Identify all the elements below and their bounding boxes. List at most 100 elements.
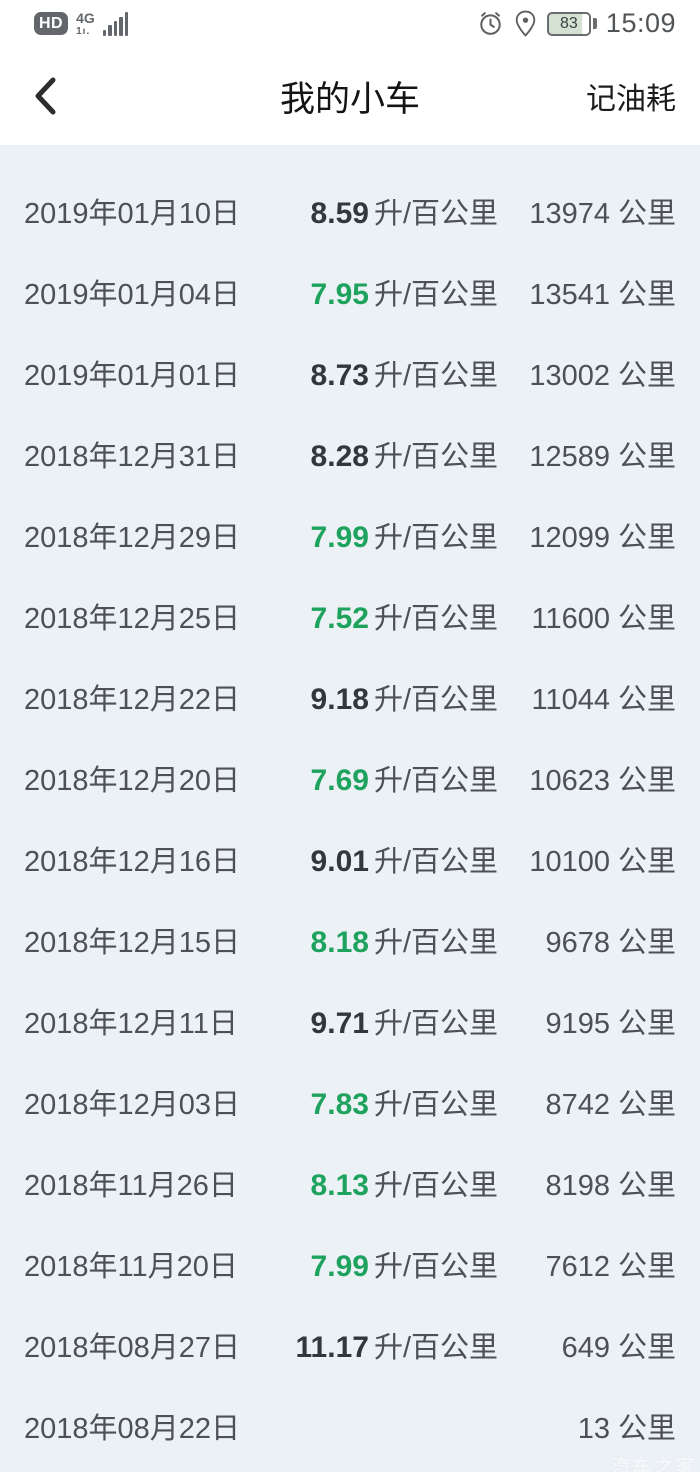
record-date: 2018年12月03日 — [24, 1088, 241, 1121]
odometer-unit: 公里 — [617, 602, 676, 635]
fuel-record-row[interactable]: 2018年12月22日 9.18 升/百公里 11044 公里 — [0, 656, 700, 737]
record-consumption: 7.95 升/百公里 — [250, 271, 498, 313]
consumption-unit: 升/百公里 — [373, 1088, 498, 1121]
record-odometer: 13974 公里 — [498, 190, 676, 232]
consumption-value: 7.99 — [310, 520, 369, 554]
record-consumption: 8.73 升/百公里 — [250, 352, 498, 394]
record-date: 2018年12月16日 — [24, 845, 241, 878]
battery-icon: 83 — [546, 11, 597, 36]
record-odometer: 8742 公里 — [498, 1081, 676, 1123]
sim-indicator: 1ı. — [76, 25, 91, 37]
record-consumption: 7.99 升/百公里 — [250, 1243, 498, 1285]
record-consumption: 7.52 升/百公里 — [250, 595, 498, 637]
consumption-value: 8.28 — [310, 439, 369, 473]
odometer-value: 13974 — [529, 197, 610, 230]
odometer-value: 10100 — [529, 845, 610, 878]
odometer-value: 9195 — [545, 1007, 610, 1040]
consumption-value: 7.99 — [310, 1249, 369, 1283]
consumption-unit: 升/百公里 — [373, 521, 498, 554]
record-date: 2018年12月11日 — [24, 1007, 238, 1040]
consumption-unit: 升/百公里 — [373, 1169, 498, 1202]
record-odometer: 11600 公里 — [498, 595, 676, 637]
fuel-record-row[interactable]: 2018年12月31日 8.28 升/百公里 12589 公里 — [0, 413, 700, 494]
record-consumption: 9.18 升/百公里 — [250, 676, 498, 718]
location-icon — [513, 10, 538, 37]
odometer-unit: 公里 — [617, 683, 676, 716]
odometer-unit: 公里 — [617, 1250, 676, 1283]
fuel-record-list: 2019年01月10日 8.59 升/百公里 13974 公里 2019年01月04日 7.… — [0, 145, 700, 1472]
fuel-record-row[interactable]: 2018年12月29日 7.99 升/百公里 12099 公里 — [0, 494, 700, 575]
consumption-value: 9.01 — [310, 844, 369, 878]
record-date: 2018年12月15日 — [24, 926, 241, 959]
fuel-record-row[interactable]: 2018年12月16日 9.01 升/百公里 10100 公里 — [0, 818, 700, 899]
odometer-unit: 公里 — [617, 1331, 676, 1364]
odometer-value: 13 — [577, 1412, 610, 1445]
consumption-value: 7.95 — [310, 277, 369, 311]
record-date: 2018年08月22日 — [24, 1412, 241, 1445]
record-date: 2019年01月01日 — [24, 359, 241, 392]
consumption-unit: 升/百公里 — [373, 926, 498, 959]
odometer-value: 649 — [561, 1331, 610, 1364]
odometer-value: 12099 — [529, 521, 610, 554]
consumption-value: 8.73 — [310, 358, 369, 392]
consumption-unit: 升/百公里 — [373, 764, 498, 797]
record-odometer: 8198 公里 — [498, 1162, 676, 1204]
record-date: 2019年01月04日 — [24, 278, 241, 311]
consumption-unit: 升/百公里 — [373, 359, 498, 392]
odometer-value: 11600 — [531, 602, 610, 635]
fuel-record-row[interactable]: 2018年12月25日 7.52 升/百公里 11600 公里 — [0, 575, 700, 656]
back-button[interactable] — [32, 74, 62, 118]
record-consumption: 7.83 升/百公里 — [250, 1081, 498, 1123]
odometer-unit: 公里 — [617, 1412, 676, 1445]
record-odometer: 11044 公里 — [498, 676, 676, 718]
consumption-value: 7.69 — [310, 763, 369, 797]
fuel-record-row[interactable]: 2018年11月26日 8.13 升/百公里 8198 公里 — [0, 1142, 700, 1223]
fuel-record-row[interactable]: 2018年12月03日 7.83 升/百公里 8742 公里 — [0, 1061, 700, 1142]
record-odometer: 13541 公里 — [498, 271, 676, 313]
record-odometer: 649 公里 — [498, 1324, 676, 1366]
odometer-value: 13002 — [529, 359, 610, 392]
record-consumption: 11.17 升/百公里 — [250, 1324, 498, 1366]
odometer-unit: 公里 — [617, 359, 676, 392]
fuel-record-row[interactable]: 2018年12月20日 7.69 升/百公里 10623 公里 — [0, 737, 700, 818]
odometer-unit: 公里 — [617, 440, 676, 473]
consumption-unit: 升/百公里 — [373, 845, 498, 878]
fuel-record-row[interactable]: 2018年11月20日 7.99 升/百公里 7612 公里 — [0, 1223, 700, 1304]
consumption-value: 8.59 — [310, 196, 369, 230]
consumption-unit: 升/百公里 — [373, 440, 498, 473]
fuel-record-row[interactable]: 2018年12月15日 8.18 升/百公里 9678 公里 — [0, 899, 700, 980]
odometer-unit: 公里 — [617, 764, 676, 797]
fuel-record-row[interactable]: 2018年08月22日 13 公里 — [0, 1385, 700, 1466]
consumption-value: 11.17 — [295, 1330, 369, 1364]
fuel-record-row[interactable]: 2018年12月11日 9.71 升/百公里 9195 公里 — [0, 980, 700, 1061]
fuel-record-row[interactable]: 2019年01月04日 7.95 升/百公里 13541 公里 — [0, 251, 700, 332]
fuel-record-row[interactable]: 2018年08月27日 11.17 升/百公里 649 公里 — [0, 1304, 700, 1385]
record-consumption: 7.99 升/百公里 — [250, 514, 498, 556]
record-consumption: 7.69 升/百公里 — [250, 757, 498, 799]
hd-icon: HD — [34, 11, 69, 36]
consumption-value: 9.71 — [310, 1006, 369, 1040]
record-odometer: 13 公里 — [498, 1405, 676, 1447]
record-fuel-button[interactable]: 记油耗 — [586, 83, 676, 116]
record-odometer: 9678 公里 — [498, 919, 676, 961]
record-odometer: 12589 公里 — [498, 433, 676, 475]
odometer-value: 9678 — [545, 926, 610, 959]
record-date: 2018年12月29日 — [24, 521, 241, 554]
battery-nub — [592, 18, 597, 29]
record-odometer: 10623 公里 — [498, 757, 676, 799]
record-consumption: 8.18 升/百公里 — [250, 919, 498, 961]
record-odometer: 7612 公里 — [498, 1243, 676, 1285]
consumption-value: 7.83 — [310, 1087, 369, 1121]
fuel-record-row[interactable]: 2019年01月01日 8.73 升/百公里 13002 公里 — [0, 332, 700, 413]
record-consumption: 8.28 升/百公里 — [250, 433, 498, 475]
record-odometer: 9195 公里 — [498, 1000, 676, 1042]
consumption-unit: 升/百公里 — [373, 1331, 498, 1364]
odometer-unit: 公里 — [617, 1007, 676, 1040]
consumption-value: 9.18 — [310, 682, 369, 716]
consumption-value: 7.52 — [310, 601, 369, 635]
consumption-unit: 升/百公里 — [373, 197, 498, 230]
fuel-record-row[interactable]: 2019年01月10日 8.59 升/百公里 13974 公里 — [0, 170, 700, 251]
record-odometer: 10100 公里 — [498, 838, 676, 880]
odometer-value: 12589 — [529, 440, 610, 473]
